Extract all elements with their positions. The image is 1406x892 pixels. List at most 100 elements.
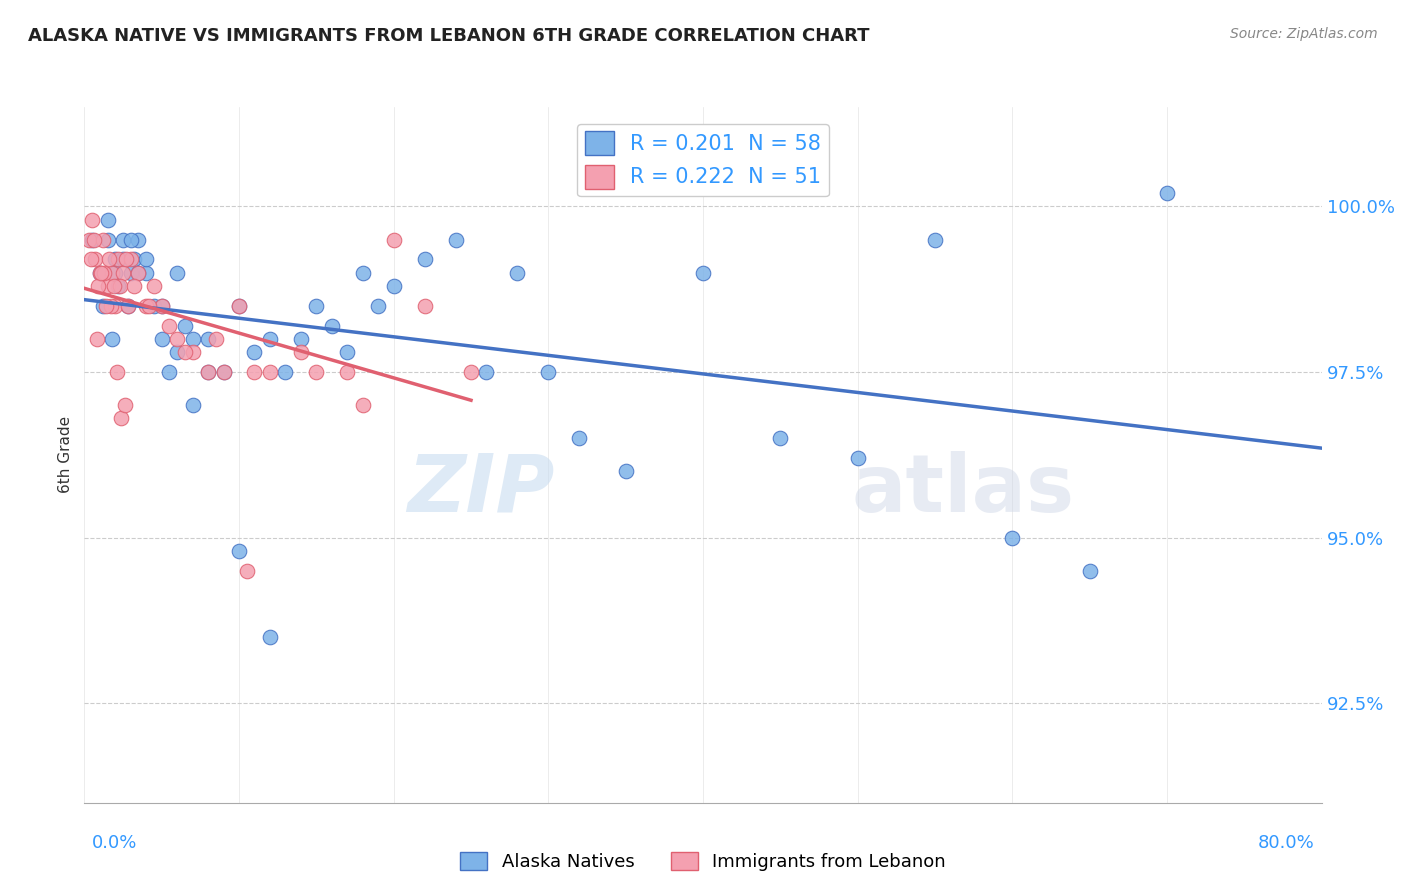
Point [259, 332, 281, 346]
Point [83, 233, 105, 247]
Point [77, 233, 100, 247]
Point [96, 212, 118, 227]
Point [79, 252, 101, 267]
Point [122, 252, 145, 267]
Point [90, 266, 112, 280]
Point [135, 266, 157, 280]
Point [101, 266, 124, 280]
Point [444, 233, 467, 247]
Legend: Alaska Natives, Immigrants from Lebanon: Alaska Natives, Immigrants from Lebanon [453, 845, 953, 879]
Point [135, 252, 157, 267]
Point [846, 451, 869, 466]
Point [181, 345, 204, 359]
Point [94, 299, 117, 313]
Point [205, 332, 228, 346]
Point [112, 266, 135, 280]
Point [103, 279, 125, 293]
Point [108, 279, 131, 293]
Point [197, 365, 219, 379]
Point [305, 299, 328, 313]
Point [117, 299, 139, 313]
Point [82, 212, 104, 227]
Point [174, 345, 197, 359]
Point [235, 564, 259, 578]
Point [112, 252, 135, 267]
Point [166, 345, 188, 359]
Point [105, 365, 128, 379]
Point [93, 266, 115, 280]
Point [96, 233, 118, 247]
Point [243, 345, 266, 359]
Point [614, 465, 637, 479]
Point [212, 365, 235, 379]
Point [143, 299, 166, 313]
Point [336, 365, 359, 379]
Y-axis label: 6th Grade: 6th Grade [58, 417, 73, 493]
Point [138, 299, 160, 313]
Point [127, 266, 149, 280]
Point [120, 266, 142, 280]
Point [382, 233, 405, 247]
Text: ZIP: ZIP [408, 450, 554, 529]
Text: Source: ZipAtlas.com: Source: ZipAtlas.com [1230, 27, 1378, 41]
Text: atlas: atlas [852, 450, 1074, 529]
Point [127, 233, 149, 247]
Point [1078, 564, 1101, 578]
Point [1001, 531, 1024, 545]
Point [181, 332, 204, 346]
Point [367, 299, 389, 313]
Point [115, 252, 138, 267]
Point [274, 365, 297, 379]
Point [413, 299, 436, 313]
Point [150, 299, 173, 313]
Point [568, 431, 591, 445]
Point [96, 279, 118, 293]
Point [259, 365, 281, 379]
Point [174, 318, 197, 333]
Point [305, 365, 328, 379]
Text: 0.0%: 0.0% [91, 834, 136, 852]
Point [98, 252, 121, 267]
Point [1156, 186, 1178, 201]
Point [91, 233, 114, 247]
Point [228, 299, 250, 313]
Point [117, 299, 139, 313]
Point [537, 365, 560, 379]
Point [382, 279, 405, 293]
Point [100, 299, 122, 313]
Point [197, 332, 219, 346]
Point [181, 398, 204, 412]
Point [150, 299, 173, 313]
Point [212, 365, 235, 379]
Point [924, 233, 946, 247]
Point [112, 233, 135, 247]
Point [107, 279, 129, 293]
Point [159, 365, 180, 379]
Text: ALASKA NATIVE VS IMMIGRANTS FROM LEBANON 6TH GRADE CORRELATION CHART: ALASKA NATIVE VS IMMIGRANTS FROM LEBANON… [28, 27, 870, 45]
Point [104, 266, 127, 280]
Point [228, 299, 250, 313]
Point [336, 345, 359, 359]
Point [413, 252, 436, 267]
Point [143, 279, 166, 293]
Point [475, 365, 498, 379]
Point [120, 233, 142, 247]
Point [321, 318, 343, 333]
Point [290, 332, 312, 346]
Point [86, 332, 108, 346]
Point [290, 345, 312, 359]
Point [166, 332, 188, 346]
Point [197, 365, 219, 379]
Point [243, 365, 266, 379]
Point [150, 332, 173, 346]
Point [352, 398, 374, 412]
Point [228, 544, 250, 558]
Point [84, 252, 107, 267]
Point [259, 630, 281, 644]
Point [120, 252, 142, 267]
Point [159, 318, 180, 333]
Point [91, 299, 114, 313]
Point [460, 365, 482, 379]
Point [122, 279, 145, 293]
Point [166, 266, 188, 280]
